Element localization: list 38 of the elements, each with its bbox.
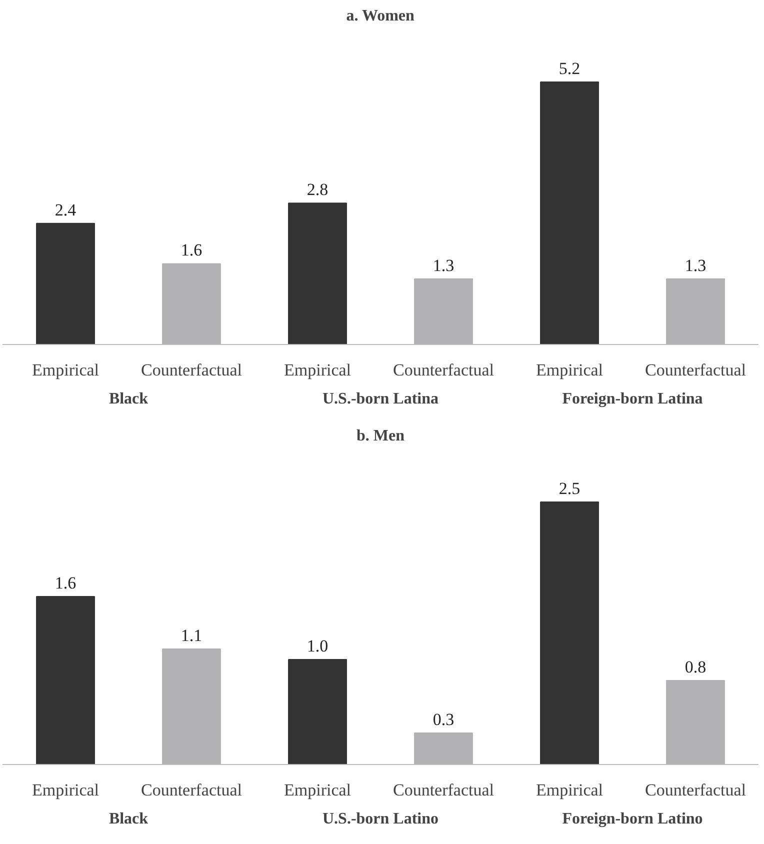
data-label: 1.1 [180,626,202,645]
x-tick-label: Counterfactual [644,360,746,380]
x-tick-label: Counterfactual [140,360,242,380]
data-label: 1.6 [54,574,76,592]
x-tick-label: Empirical [284,360,352,380]
data-label: 1.6 [180,240,202,260]
data-label: 2.5 [558,479,580,498]
text: Foreign-born Latino [562,810,703,828]
chart-title: a. Women [346,8,415,24]
bar [36,596,95,764]
text: Foreign-born Latina [562,390,703,408]
x-tick-label: Empirical [536,780,604,800]
bar [36,222,95,344]
bar [540,82,599,344]
data-label: 0.3 [432,710,454,729]
chart-title: b. Men [356,428,405,444]
x-tick-label: Counterfactual [392,780,494,800]
data-label: 1.3 [432,256,454,275]
data-label: 2.8 [306,180,328,200]
data-label: 5.2 [558,59,580,78]
data-label: 2.4 [54,200,77,220]
data-label: 1.0 [306,636,328,656]
text: Black [108,810,148,828]
data-label: 1.3 [684,256,706,275]
x-tick-label: Empirical [536,360,604,380]
x-tick-label: Counterfactual [140,780,242,800]
text: U.S.-born Latina [322,390,439,408]
text: Black [108,390,148,408]
x-tick-label: Counterfactual [392,360,494,380]
x-tick-label: Empirical [32,360,100,380]
x-tick-label: Empirical [284,780,352,800]
x-tick-label: Empirical [32,780,100,800]
data-label: 0.8 [684,658,706,676]
bar [288,659,347,764]
x-tick-label: Counterfactual [644,780,746,800]
bar [540,502,599,764]
text: U.S.-born Latino [322,810,439,828]
bar [288,202,347,344]
